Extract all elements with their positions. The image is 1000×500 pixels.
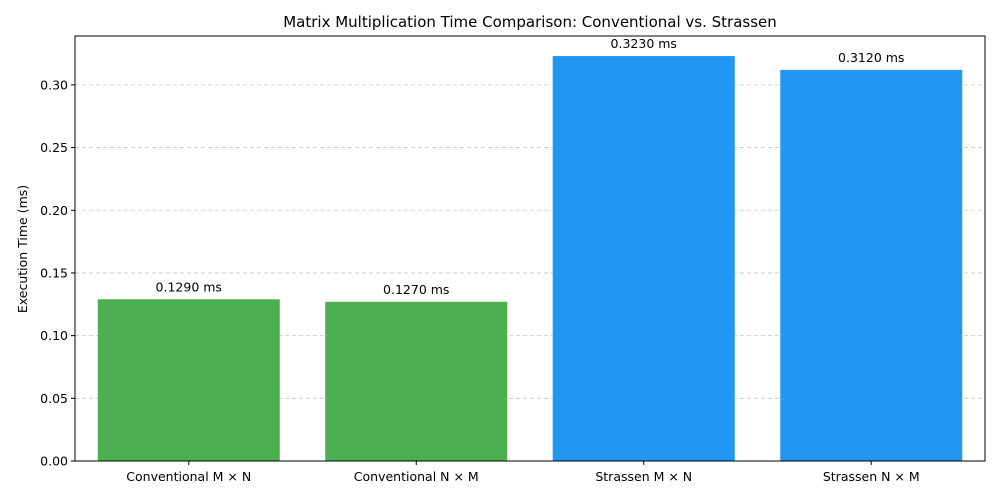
plot-frame [74,35,986,462]
y-axis-label: Execution Time (ms) [15,185,30,313]
bars [97,56,963,462]
x-tick-label: Strassen M × N [595,469,692,484]
x-tick-label: Strassen N × M [823,469,920,484]
y-tick-label: 0.15 [40,265,68,280]
bar-value-label: 0.3230 ms [611,36,677,51]
y-axis-ticks: 0.00 0.05 0.10 0.15 0.20 0.25 0.30 [40,77,75,469]
bar [780,69,963,462]
y-tick-label: 0.10 [40,328,68,343]
x-tick-label: Conventional N × M [354,469,479,484]
y-tick-label: 0.25 [40,140,68,155]
bar [552,56,735,462]
y-tick-label: 0.00 [40,454,68,469]
bar-value-label: 0.3120 ms [838,50,904,65]
y-tick-label: 0.20 [40,203,68,218]
data-labels: 0.1290 ms 0.1270 ms 0.3230 ms 0.3120 ms [156,36,905,297]
y-tick-label: 0.30 [40,77,68,92]
y-tick-label: 0.05 [40,391,68,406]
bar [325,301,508,461]
chart-title: Matrix Multiplication Time Comparison: C… [283,13,777,31]
bar-value-label: 0.1290 ms [156,279,222,294]
bar-value-label: 0.1270 ms [383,282,449,297]
x-axis-ticks: Conventional M × N Conventional N × M Stra… [126,461,920,484]
x-tick-label: Conventional M × N [126,469,251,484]
bar [97,299,280,461]
